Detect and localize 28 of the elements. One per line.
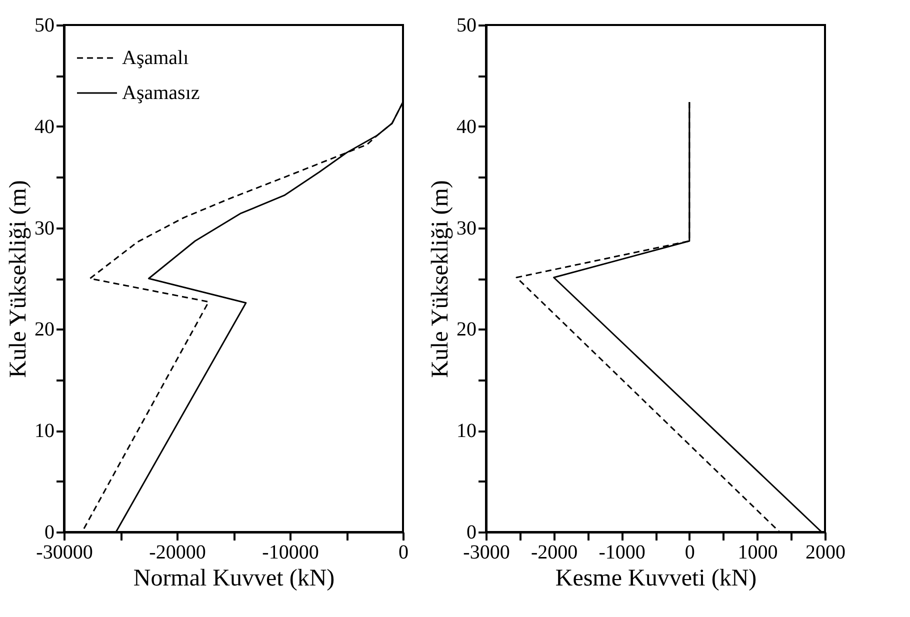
- y-axis-title: Kule Yüksekliği (m): [6, 180, 32, 378]
- x-tick-label: -1000: [598, 542, 646, 564]
- y-tick-label: 30: [34, 217, 54, 240]
- x-tick-label: 2000: [806, 542, 846, 564]
- y-tick-label: 30: [456, 217, 476, 240]
- legend-label: Aşamasız: [122, 82, 200, 104]
- legend-label: Aşamalı: [122, 47, 190, 69]
- x-axis-title: Kesme Kuvveti (kN): [555, 566, 757, 592]
- y-tick-label: 10: [456, 420, 476, 442]
- y-tick-label: 0: [44, 522, 54, 544]
- y-tick-label: 40: [34, 116, 54, 138]
- x-axis-title: Normal Kuvvet (kN): [133, 566, 335, 592]
- x-tick-label: -3000: [463, 542, 510, 564]
- y-tick-label: 50: [456, 14, 476, 36]
- x-tick-label: 0: [398, 542, 408, 564]
- x-tick-label: -2000: [530, 542, 578, 564]
- y-axis-title: Kule Yüksekliği (m): [428, 180, 454, 378]
- x-tick-label: -10000: [262, 542, 319, 564]
- x-tick-label: -30000: [36, 542, 93, 564]
- y-tick-label: 20: [456, 318, 476, 341]
- x-tick-label: 0: [684, 542, 695, 564]
- y-tick-label: 10: [34, 420, 54, 442]
- y-tick-label: 50: [34, 14, 54, 36]
- y-tick-label: 40: [456, 116, 476, 138]
- y-tick-label: 20: [34, 318, 54, 341]
- y-tick-label: 0: [466, 522, 476, 544]
- x-tick-label: 1000: [738, 542, 778, 564]
- x-tick-label: -20000: [149, 542, 206, 564]
